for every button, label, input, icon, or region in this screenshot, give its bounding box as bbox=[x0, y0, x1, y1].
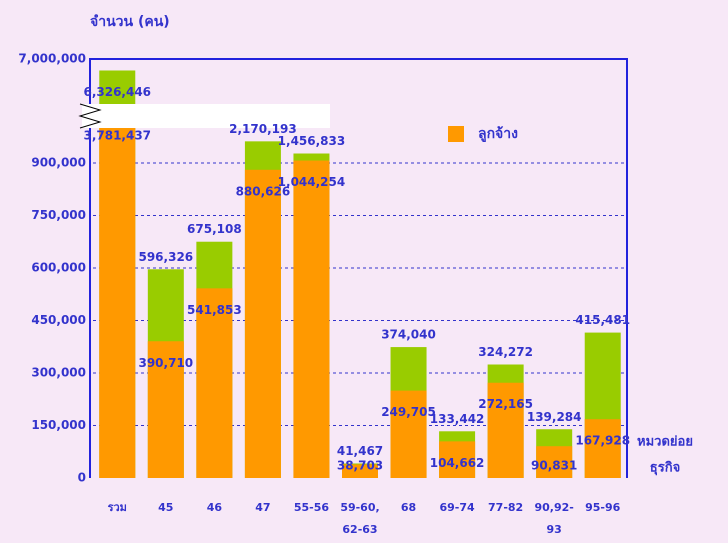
data-label: 272,165 bbox=[478, 397, 533, 411]
bar bbox=[293, 160, 330, 478]
data-label: 1,044,254 bbox=[278, 175, 346, 189]
x-tick-label: 45 bbox=[158, 501, 173, 514]
y-tick-label: 600,000 bbox=[31, 261, 86, 275]
y-axis-label: จำนวน (คน) bbox=[90, 14, 170, 30]
bar bbox=[487, 382, 524, 478]
y-tick-label: 900,000 bbox=[31, 156, 86, 170]
y-tick-label: 450,000 bbox=[31, 313, 86, 327]
legend-swatch bbox=[448, 126, 464, 142]
data-label: 880,626 bbox=[236, 184, 291, 198]
legend-label: ลูกจ้าง bbox=[478, 126, 518, 142]
data-label: 38,703 bbox=[337, 459, 383, 473]
y-tick-label: 7,000,000 bbox=[18, 52, 86, 66]
axis-break-mark bbox=[78, 103, 102, 129]
data-label: 390,710 bbox=[138, 356, 193, 370]
x-tick-label: 47 bbox=[255, 501, 270, 514]
data-label: 133,442 bbox=[430, 412, 485, 426]
plot-frame bbox=[89, 58, 628, 478]
data-label: 41,467 bbox=[337, 444, 383, 458]
y-tick-label: 150,000 bbox=[31, 418, 86, 432]
y-tick-label: 750,000 bbox=[31, 208, 86, 222]
data-label: 2,170,193 bbox=[229, 122, 297, 136]
data-label: 104,662 bbox=[430, 456, 485, 470]
data-label: 167,928 bbox=[575, 434, 630, 448]
y-tick-label: 0 bbox=[78, 471, 86, 485]
data-label: 596,326 bbox=[138, 250, 193, 264]
x-tick-label: 59-60, 62-63 bbox=[340, 501, 379, 536]
data-label: 675,108 bbox=[187, 222, 242, 236]
data-label: 6,326,446 bbox=[83, 85, 151, 99]
x-tick-label: 95-96 bbox=[585, 501, 621, 514]
axis-break bbox=[82, 104, 330, 128]
bar bbox=[342, 464, 378, 478]
data-label: 415,481 bbox=[575, 313, 630, 327]
x-tick-label: 55-56 bbox=[294, 501, 330, 514]
x-axis-label: หมวดย่อย bbox=[637, 435, 693, 450]
data-label: 249,705 bbox=[381, 405, 436, 419]
data-label: 139,284 bbox=[527, 410, 582, 424]
y-tick-label: 300,000 bbox=[31, 366, 86, 380]
x-tick-label: 69-74 bbox=[439, 501, 475, 514]
x-axis-label: ธุรกิจ bbox=[650, 461, 680, 476]
data-label: 1,456,833 bbox=[278, 134, 346, 148]
data-label: 3,781,437 bbox=[83, 128, 151, 142]
x-tick-label: 77-82 bbox=[488, 501, 523, 514]
data-label: 541,853 bbox=[187, 303, 242, 317]
bar bbox=[244, 169, 281, 479]
data-label: 374,040 bbox=[381, 328, 436, 342]
data-label: 90,831 bbox=[531, 459, 577, 473]
bar bbox=[439, 441, 476, 478]
data-label: 324,272 bbox=[478, 345, 533, 359]
bar bbox=[99, 113, 136, 478]
x-tick-label: รวม bbox=[108, 501, 127, 514]
bar bbox=[196, 288, 233, 478]
x-tick-label: 68 bbox=[401, 501, 416, 514]
bar bbox=[536, 446, 573, 478]
x-tick-label: 90,92-93 bbox=[535, 501, 574, 536]
x-tick-label: 46 bbox=[207, 501, 223, 514]
bar bbox=[147, 341, 184, 478]
bar bbox=[390, 390, 427, 478]
bar bbox=[584, 419, 621, 478]
